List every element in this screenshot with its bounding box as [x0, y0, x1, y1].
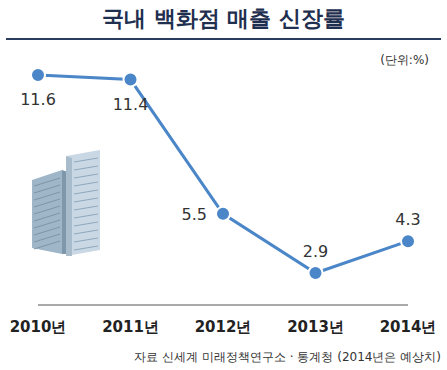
svg-text:2014년: 2014년: [380, 318, 437, 336]
svg-text:2012년: 2012년: [195, 318, 252, 336]
html-text:국내 백화점 매출 신장률: 국내 백화점 매출 신장률: [102, 6, 345, 31]
svg-text:11.4: 11.4: [113, 95, 149, 114]
svg-text:2010년: 2010년: [10, 318, 67, 336]
html-text:자료 신세계 미래정책연구소 · 통계청 (2014년은 예: 자료 신세계 미래정책연구소 · 통계청 (2014년은 예상치): [134, 350, 441, 364]
html-text:(단위:%): (단위:%): [380, 53, 429, 67]
svg-text:2011년: 2011년: [102, 318, 159, 336]
svg-text:2.9: 2.9: [303, 242, 328, 261]
svg-text:2013년: 2013년: [287, 318, 344, 336]
svg-text:11.6: 11.6: [20, 90, 56, 109]
svg-text:5.5: 5.5: [182, 205, 207, 224]
svg-text:4.3: 4.3: [395, 210, 420, 229]
